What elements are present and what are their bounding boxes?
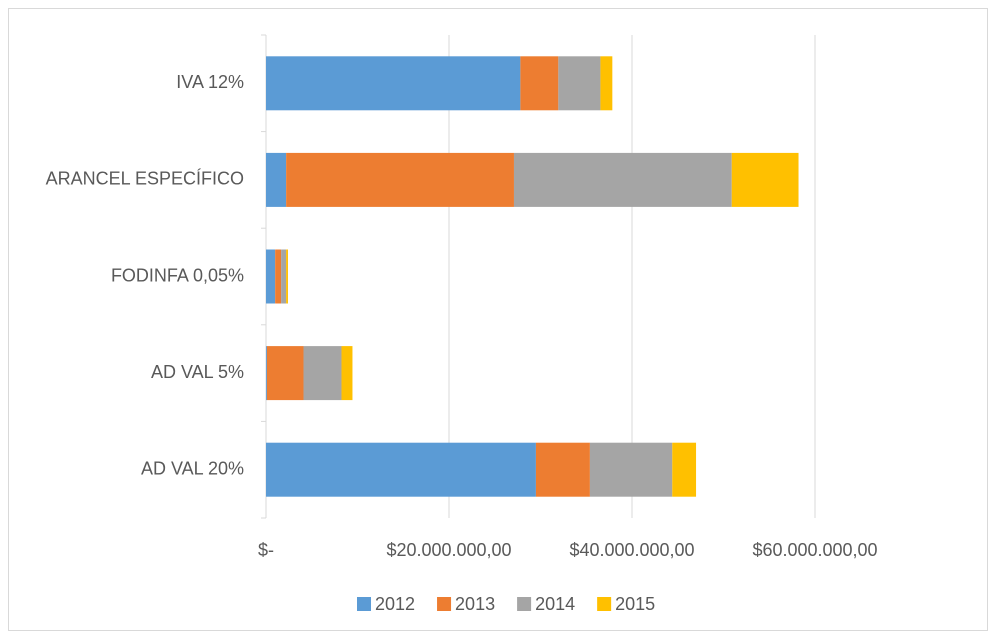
x-tick-label: $- xyxy=(258,540,274,560)
legend-swatch xyxy=(517,597,532,611)
x-tick-label: $20.000.000,00 xyxy=(386,540,511,560)
bar-segment xyxy=(266,249,276,304)
legend-label: 2012 xyxy=(375,594,415,614)
bar-segment xyxy=(266,56,521,111)
bar-segment xyxy=(589,442,673,497)
bar-segment xyxy=(266,346,304,401)
legend-swatch xyxy=(437,597,452,611)
y-tick-label: AD VAL 5% xyxy=(151,362,244,382)
bar-segment xyxy=(535,442,590,497)
bar-segment xyxy=(281,249,287,304)
x-tick-label: $40.000.000,00 xyxy=(569,540,694,560)
bar-segment xyxy=(266,152,287,207)
legend-label: 2013 xyxy=(455,594,495,614)
bar-segment xyxy=(266,346,267,401)
bar-segment xyxy=(513,152,732,207)
bar-segment xyxy=(266,442,536,497)
bar-segment xyxy=(275,249,282,304)
y-tick-label: AD VAL 20% xyxy=(141,458,244,478)
bar-segment xyxy=(672,442,697,497)
bar-segment xyxy=(286,249,288,304)
chart-frame xyxy=(8,8,988,631)
bar-segment xyxy=(731,152,799,207)
y-tick-label: IVA 12% xyxy=(176,72,244,92)
bar-segment xyxy=(286,152,514,207)
legend-label: 2015 xyxy=(615,594,655,614)
y-tick-label: ARANCEL ESPECÍFICO xyxy=(46,169,244,189)
y-tick-label: FODINFA 0,05% xyxy=(111,265,244,285)
bar-segment xyxy=(600,56,613,111)
bar-segment xyxy=(341,346,353,401)
legend-swatch xyxy=(597,597,612,611)
bar-segment xyxy=(303,346,342,401)
bar-segment xyxy=(558,56,601,111)
x-tick-label: $60.000.000,00 xyxy=(752,540,877,560)
bar-segment xyxy=(520,56,559,111)
legend-swatch xyxy=(357,597,371,611)
legend-label: 2014 xyxy=(535,594,575,614)
